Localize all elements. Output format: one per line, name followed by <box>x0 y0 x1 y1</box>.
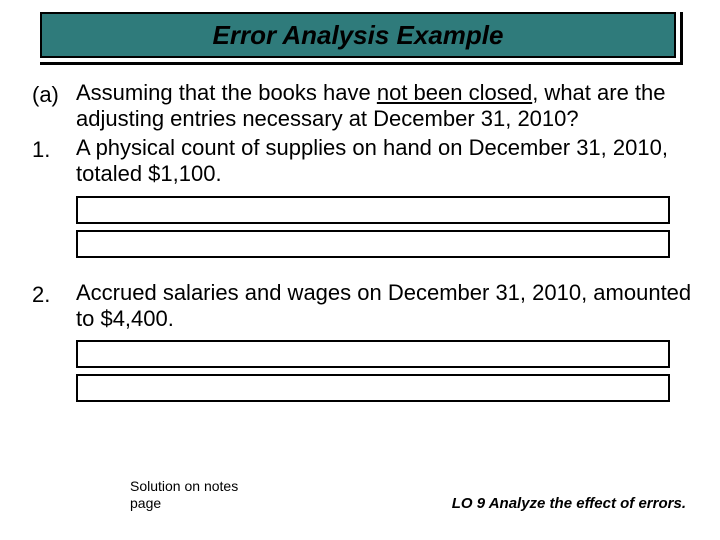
item-marker: 1. <box>32 135 76 163</box>
item-text: Accrued salaries and wages on December 3… <box>76 280 692 333</box>
entry-box <box>76 196 670 224</box>
item-marker: 2. <box>32 280 76 308</box>
item-text: A physical count of supplies on hand on … <box>76 135 692 188</box>
footer: Solution on notes page LO 9 Analyze the … <box>0 478 720 512</box>
question-text: Assuming that the books have not been cl… <box>76 80 692 133</box>
question-marker: (a) <box>32 80 76 108</box>
entry-box <box>76 374 670 402</box>
question-row: (a) Assuming that the books have not bee… <box>32 80 692 133</box>
footnote: Solution on notes page <box>130 478 270 512</box>
title-shadow: Error Analysis Example <box>40 12 683 65</box>
question-text-underline: not been closed <box>377 80 532 105</box>
slide-title: Error Analysis Example <box>40 12 676 58</box>
entry-box <box>76 340 670 368</box>
learning-objective: LO 9 Analyze the effect of errors. <box>452 495 686 512</box>
item-row: 2. Accrued salaries and wages on Decembe… <box>32 280 692 333</box>
slide-body: (a) Assuming that the books have not bee… <box>32 80 692 424</box>
entry-boxes <box>76 196 692 258</box>
item-row: 1. A physical count of supplies on hand … <box>32 135 692 188</box>
entry-boxes <box>76 340 692 402</box>
entry-box <box>76 230 670 258</box>
slide: Error Analysis Example (a) Assuming that… <box>0 0 720 540</box>
question-text-before: Assuming that the books have <box>76 80 377 105</box>
